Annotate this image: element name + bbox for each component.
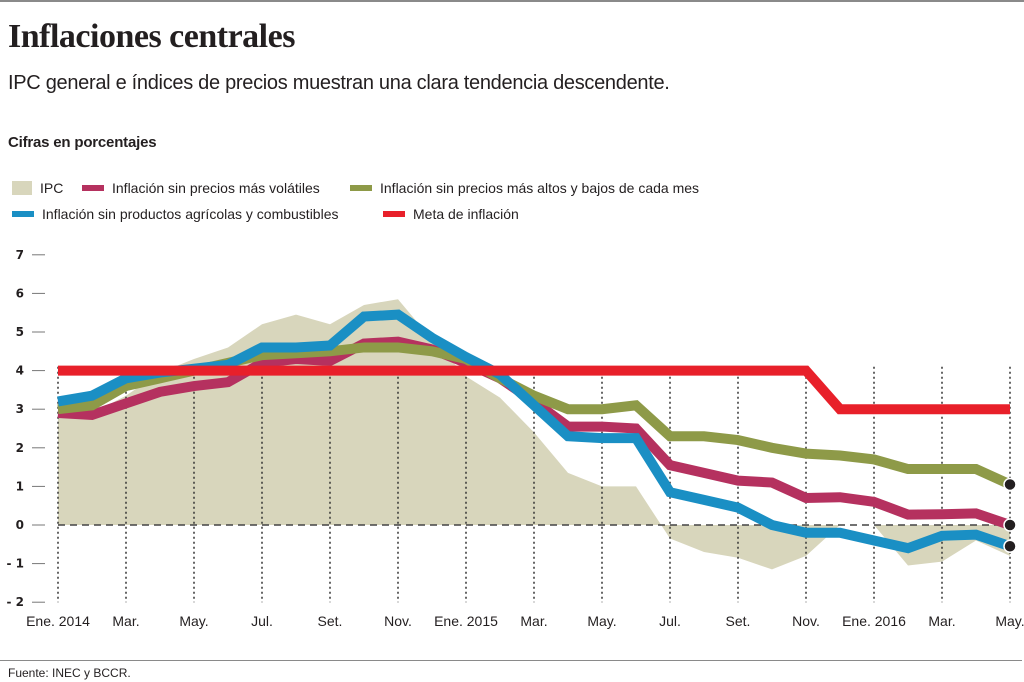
legend-label: Meta de inflación xyxy=(413,206,519,222)
x-tick-label: Mar. xyxy=(928,613,955,629)
y-tick-label: 1 xyxy=(16,479,24,493)
end-marker xyxy=(1003,539,1017,553)
x-tick-label: Ene. 2014 xyxy=(26,613,90,629)
legend: IPC Inflación sin precios más volátiles … xyxy=(8,178,1008,228)
y-tick-label: 0 xyxy=(16,518,24,532)
x-tick-label: Jul. xyxy=(251,613,273,629)
y-tick-label: - 1 xyxy=(6,557,24,571)
legend-label: Inflación sin productos agrícolas y comb… xyxy=(42,206,339,222)
y-tick-label: 7 xyxy=(16,248,24,262)
x-tick-label: Ene. 2015 xyxy=(434,613,498,629)
ipc-area xyxy=(58,299,1010,570)
legend-swatch-meta xyxy=(383,211,405,217)
legend-label: Inflación sin precios más altos y bajos … xyxy=(380,180,700,196)
end-marker xyxy=(1003,518,1017,532)
units-label: Cifras en porcentajes xyxy=(8,134,157,151)
legend-swatch-ipc xyxy=(12,181,32,195)
legend-item-ipc: IPC xyxy=(12,180,63,196)
y-tick-label: 3 xyxy=(16,402,24,416)
x-tick-label: Mar. xyxy=(520,613,547,629)
chart-subtitle: IPC general e índices de precios muestra… xyxy=(8,72,670,94)
chart-title: Inflaciones centrales xyxy=(8,18,295,55)
source-note: Fuente: INEC y BCCR. xyxy=(8,666,131,680)
x-tick-label: Jul. xyxy=(659,613,681,629)
legend-item-volatiles: Inflación sin precios más volátiles xyxy=(82,180,320,196)
x-tick-label: Mar. xyxy=(112,613,139,629)
x-tick-label: Set. xyxy=(318,613,343,629)
bottom-rule xyxy=(0,660,1022,661)
legend-item-meta: Meta de inflación xyxy=(383,206,519,222)
y-tick-label: 4 xyxy=(16,364,24,378)
x-tick-label: May. xyxy=(995,613,1024,629)
legend-item-agricolas: Inflación sin productos agrícolas y comb… xyxy=(12,206,338,222)
x-tick-label: Nov. xyxy=(792,613,820,629)
legend-swatch-volatiles xyxy=(82,185,104,191)
y-tick-label: - 2 xyxy=(6,595,24,609)
y-tick-label: 5 xyxy=(16,325,24,339)
x-tick-label: Set. xyxy=(726,613,751,629)
x-tick-label: May. xyxy=(587,613,616,629)
legend-swatch-altos-bajos xyxy=(350,185,372,191)
x-tick-label: Nov. xyxy=(384,613,412,629)
x-tick-label: May. xyxy=(179,613,208,629)
y-tick-label: 2 xyxy=(16,441,24,455)
legend-label: IPC xyxy=(40,180,64,196)
legend-item-altos-bajos: Inflación sin precios más altos y bajos … xyxy=(350,180,699,196)
y-tick-label: 6 xyxy=(16,286,24,300)
end-marker xyxy=(1003,477,1017,492)
x-tick-label: Ene. 2016 xyxy=(842,613,906,629)
top-rule xyxy=(0,0,1024,2)
legend-label: Inflación sin precios más volátiles xyxy=(112,180,320,196)
legend-swatch-agricolas xyxy=(12,211,34,217)
